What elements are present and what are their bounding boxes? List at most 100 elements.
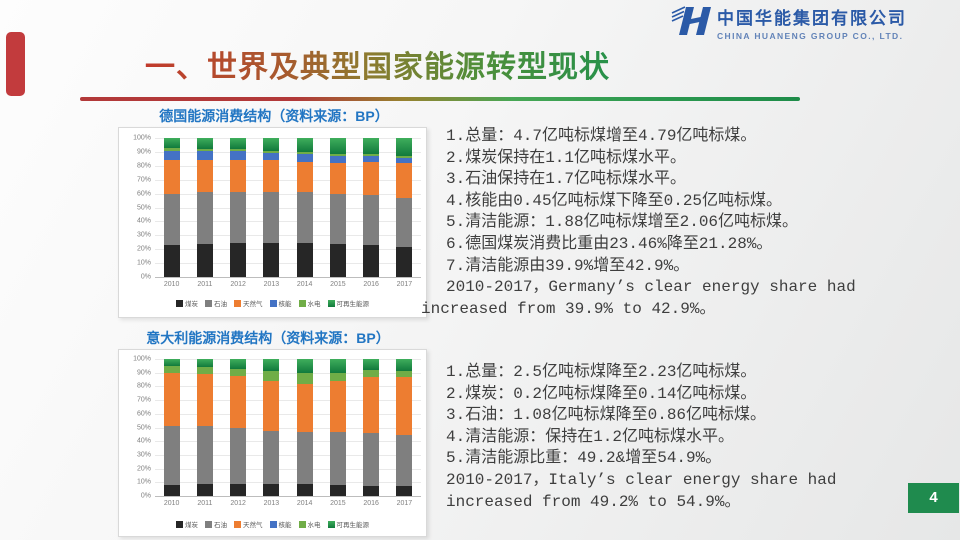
- huaneng-logo-icon: [671, 6, 711, 35]
- bar-segment-核能: [163, 150, 180, 161]
- bar-segment-可再生能源: [296, 138, 313, 152]
- bar-segment-水电: [329, 154, 346, 157]
- x-tick-label: 2015: [330, 281, 346, 288]
- legend-swatch: [327, 520, 335, 528]
- legend-item: 核能: [269, 519, 292, 529]
- gridline: [155, 249, 421, 251]
- bar-segment-核能: [263, 152, 280, 161]
- summary-line: 4.核能由0.45亿吨标煤下降至0.25亿吨标煤。: [446, 191, 783, 210]
- bar-segment-可再生能源: [196, 138, 213, 150]
- bar-segment-可再生能源: [163, 138, 180, 149]
- stacked-bar-2016: [363, 359, 380, 496]
- y-axis-labels: 100% 90% 80% 70% 60% 50% 40% 30% 20% 10% 0%: [121, 356, 151, 500]
- bar-segment-天然气: [363, 162, 380, 195]
- y-tick-label: 70%: [136, 176, 151, 184]
- x-tick-label: 2014: [296, 281, 313, 288]
- italy-summary-text: 1.总量：2.5亿吨标煤降至2.23亿吨标煤。 2.煤炭：0.2亿吨标煤降至0.…: [420, 362, 960, 513]
- summary-line: 3.石油：1.08亿吨标煤降至0.86亿吨标煤。: [446, 406, 767, 425]
- legend-label: 天然气: [243, 522, 263, 529]
- legend-swatch: [298, 520, 306, 528]
- bar-segment-煤炭: [363, 245, 380, 277]
- bar-segment-石油: [163, 193, 180, 246]
- bar-segment-煤炭: [196, 483, 213, 496]
- legend-swatch: [176, 299, 183, 307]
- bar-segment-石油: [396, 435, 413, 487]
- y-tick-label: 30%: [136, 231, 151, 239]
- logo-company-name-en: CHINA HUANENG GROUP CO., LTD.: [717, 31, 904, 41]
- gridline: [155, 441, 421, 443]
- gridline: [155, 138, 421, 139]
- gridline: [155, 277, 421, 278]
- bar-segment-核能: [363, 156, 380, 163]
- bar-segment-石油: [263, 192, 280, 243]
- legend-item: 核能: [269, 298, 292, 308]
- bar-segment-天然气: [196, 374, 213, 427]
- x-tick-label: 2011: [197, 281, 213, 288]
- bar-segment-可再生能源: [296, 359, 313, 373]
- gridline: [155, 386, 421, 388]
- gridline: [155, 372, 421, 374]
- bar-segment-煤炭: [396, 247, 413, 277]
- y-tick-label: 90%: [136, 369, 151, 377]
- legend-label: 可再生能源: [336, 301, 370, 308]
- gridline: [155, 235, 421, 237]
- bar-segment-石油: [263, 430, 280, 485]
- bar-segment-石油: [396, 197, 413, 248]
- stacked-bar-2012: [230, 359, 247, 496]
- bar-segment-煤炭: [329, 243, 346, 277]
- legend-swatch: [327, 299, 335, 307]
- bar-segment-天然气: [263, 380, 280, 431]
- gridline: [155, 193, 421, 195]
- gridline: [155, 496, 421, 497]
- bar-segment-煤炭: [296, 484, 313, 496]
- stacked-bar-2010: [163, 138, 180, 277]
- stacked-bar-2014: [296, 138, 313, 277]
- legend-item: 可再生能源: [327, 298, 370, 308]
- legend-item: 可再生能源: [327, 519, 369, 529]
- y-tick-label: 60%: [136, 190, 151, 198]
- bar-segment-水电: [230, 369, 247, 377]
- y-tick-label: 80%: [136, 382, 151, 390]
- legend-swatch: [205, 520, 212, 528]
- italy-chart: 100% 90% 80% 70% 60% 50% 40% 30% 20% 10% 0% 2010 20…: [118, 349, 427, 537]
- gridline: [155, 165, 421, 167]
- bar-segment-可再生能源: [230, 138, 247, 150]
- chart-legend: 煤炭 石油 天然气 核能 水电 可再生能源: [119, 298, 426, 308]
- bar-segment-煤炭: [230, 483, 247, 496]
- bar-segment-煤炭: [296, 242, 313, 277]
- bar-segment-水电: [363, 370, 380, 377]
- germany-chart: 100% 90% 80% 70% 60% 50% 40% 30% 20% 10% 0% 2010 20…: [118, 127, 427, 318]
- bar-segment-石油: [363, 195, 380, 246]
- bar-segment-石油: [196, 426, 213, 484]
- bar-segment-石油: [296, 431, 313, 485]
- x-tick-label: 2012: [230, 281, 246, 288]
- gridline: [155, 207, 421, 209]
- bar-segment-石油: [329, 193, 346, 244]
- y-axis-labels: 100% 90% 80% 70% 60% 50% 40% 30% 20% 10% 0%: [121, 135, 151, 281]
- bar-segment-天然气: [296, 161, 313, 192]
- gridline: [155, 179, 421, 181]
- y-tick-label: 0%: [140, 273, 151, 281]
- bar-segment-水电: [296, 372, 313, 384]
- germany-summary-text: 1.总量：4.7亿吨标煤增至4.79亿吨标煤。 2.煤炭保持在1.1亿吨标煤水平…: [420, 126, 960, 320]
- summary-line: 2010-2017，Germany’s clear energy share h…: [446, 278, 856, 297]
- bar-segment-水电: [230, 149, 247, 152]
- legend-item: 石油: [205, 519, 227, 529]
- summary-line: 4.清洁能源：保持在1.2亿吨标煤水平。: [446, 427, 735, 446]
- bar-segment-水电: [163, 148, 180, 151]
- bar-segment-水电: [263, 150, 280, 153]
- bar-segment-石油: [296, 191, 313, 243]
- summary-line: increased from 49.2% to 54.9%。: [446, 492, 741, 511]
- summary-line: 7.清洁能源由39.9%增至42.9%。: [446, 256, 690, 275]
- gridline: [155, 221, 421, 223]
- summary-line: 5.清洁能源比重：49.2&增至54.9%。: [446, 449, 722, 468]
- summary-line: 2.煤炭保持在1.1亿吨标煤水平。: [446, 148, 687, 167]
- legend-label: 天然气: [243, 301, 263, 308]
- y-tick-label: 80%: [136, 162, 151, 170]
- legend-item: 煤炭: [176, 519, 198, 529]
- summary-line: increased from 39.9% to 42.9%。: [421, 299, 716, 318]
- y-tick-label: 70%: [136, 396, 151, 404]
- company-logo: 中国华能集团有限公司 CHINA HUANENG GROUP CO., LTD.: [670, 4, 907, 41]
- gridline: [155, 468, 421, 470]
- bar-segment-可再生能源: [196, 359, 213, 368]
